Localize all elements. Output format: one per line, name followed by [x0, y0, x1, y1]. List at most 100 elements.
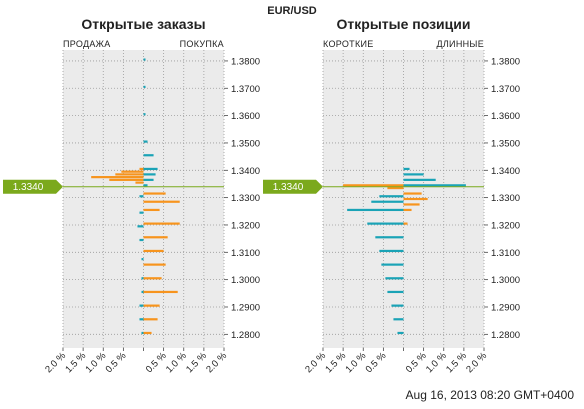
panel-2-bar-3-5 — [379, 249, 404, 253]
panel-1-ytick-1: 1.2900 — [231, 302, 260, 313]
panel-1-ytick-6: 1.3400 — [231, 166, 260, 177]
panel-1-bar-3-3 — [139, 238, 144, 242]
panel-1-xtick-1: 1.5 % — [63, 350, 88, 375]
panel-1-bar-0-4 — [109, 178, 144, 181]
panel-1-ytick-4: 1.3200 — [231, 220, 260, 231]
panel-2-ytick-1: 1.2900 — [491, 302, 520, 313]
panel-1-bar-0-2 — [115, 173, 144, 176]
panel-1-ytick-0: 1.2800 — [231, 330, 260, 341]
panel-1-background — [63, 50, 224, 348]
panel-1-bar-1-7 — [143, 178, 154, 181]
panel-2-ytick-4: 1.3200 — [491, 220, 520, 231]
panel-1-xtick-6: 1.0 % — [164, 350, 189, 375]
panel-1-bar-2-4 — [143, 236, 168, 239]
panel-2-bar-2-4 — [403, 222, 408, 225]
panel-1-bar-2-5 — [143, 249, 164, 253]
panel-1-bar-3-4 — [141, 258, 144, 261]
panel-1-bar-2-9 — [143, 304, 160, 307]
panel-1-bar-0-1 — [121, 170, 144, 173]
panel-2-ytick-6: 1.3400 — [491, 166, 520, 177]
panel-2-xtick-1: 1.5 % — [323, 350, 348, 375]
panel-2-title: Открытые позиции — [337, 16, 471, 32]
panel-2-bar-0-1 — [387, 186, 404, 190]
panel-1-bar-3-2 — [137, 225, 144, 228]
panel-2-bar-3-9 — [391, 304, 404, 307]
panel-1-price-label: 1.3340 — [13, 182, 44, 193]
panel-1-bar-1-5 — [143, 167, 158, 171]
panel-2-bar-1-0 — [403, 167, 410, 171]
panel-2-ytick-10: 1.3800 — [491, 56, 520, 67]
panel-2-xtick-3: 0.5 % — [364, 350, 389, 375]
panel-1-bar-2-2 — [143, 208, 160, 212]
panel-1-xtick-0: 2.0 % — [43, 350, 68, 375]
panel-2-ytick-3: 1.3100 — [491, 248, 520, 259]
panel-1-ytick-7: 1.3500 — [231, 138, 260, 149]
panel-2-xtick-7: 1.5 % — [444, 350, 469, 375]
panel-2-bar-3-1 — [371, 200, 404, 203]
panel-2-ytick-9: 1.3700 — [491, 84, 520, 95]
panel-2-bar-2-3 — [403, 208, 412, 212]
panel-2-bar-3-4 — [375, 236, 404, 239]
panel-1-xtick-8: 2.0 % — [204, 350, 229, 375]
panel-1-bar-3-9 — [141, 331, 144, 335]
panel-2-ytick-0: 1.2800 — [491, 330, 520, 341]
panel-1-bar-1-3 — [143, 140, 148, 143]
panel-2-bar-3-8 — [387, 290, 404, 294]
panel-2-ytick-7: 1.3500 — [491, 138, 520, 149]
panel-2-bar-3-11 — [397, 331, 404, 335]
panel-1-xtick-3: 0.5 % — [104, 350, 129, 375]
panel-1-bar-1-4 — [143, 154, 154, 157]
panel-1-bar-3-7 — [139, 304, 144, 307]
panel-2-price-label: 1.3340 — [273, 182, 304, 193]
panel-1-bar-2-10 — [143, 318, 158, 321]
panel-2-bar-0-0 — [343, 184, 404, 187]
panel-1-bar-1-8 — [143, 184, 148, 187]
panel-2-bar-3-10 — [393, 318, 404, 321]
panel-2-left-label: КОРОТКИЕ — [323, 39, 374, 49]
panel-1-bar-3-6 — [141, 290, 144, 294]
panel-1-bar-3-8 — [139, 318, 144, 321]
panel-1-ytick-3: 1.3100 — [231, 248, 260, 259]
panel-1-title: Открытые заказы — [81, 16, 205, 32]
panel-1-ytick-10: 1.3800 — [231, 56, 260, 67]
panel-1-bar-2-8 — [143, 290, 178, 294]
panel-1-bar-2-1 — [143, 200, 180, 203]
panel-2-xtick-0: 2.0 % — [303, 350, 328, 375]
panel-2-xtick-8: 2.0 % — [464, 350, 489, 375]
panel-1-xtick-2: 1.0 % — [83, 350, 108, 375]
panel-1-left-label: ПРОДАЖА — [63, 39, 111, 49]
panel-2-bar-3-7 — [385, 277, 404, 280]
panel-1-bar-1-1 — [143, 85, 146, 89]
panel-1-bar-3-5 — [141, 277, 144, 280]
panel-1-xtick-5: 0.5 % — [144, 350, 169, 375]
timestamp: Aug 16, 2013 08:20 GMT+0400 — [405, 388, 574, 402]
panel-1-bar-2-0 — [143, 192, 166, 195]
panel-1-bar-0-5 — [135, 181, 144, 184]
panel-1-bar-2-3 — [143, 222, 180, 225]
panel-2-ytick-5: 1.3300 — [491, 193, 520, 204]
panel-2-bar-2-1 — [403, 197, 428, 201]
panel-1-bar-2-6 — [143, 263, 166, 266]
panel-1-price-marker — [3, 179, 63, 194]
panel-1-bar-1-6 — [143, 173, 156, 176]
panel-2-bar-3-6 — [381, 263, 404, 266]
panel-2-price-marker — [263, 179, 323, 194]
panel-2-bar-3-0 — [379, 195, 404, 198]
panel-2-bar-1-2 — [403, 178, 436, 181]
panel-1-bar-0-3 — [91, 176, 144, 179]
chart-main-title: EUR/USD — [267, 5, 317, 17]
panel-1-bar-3-0 — [139, 195, 144, 198]
panel-2-ytick-2: 1.3000 — [491, 275, 520, 286]
panel-1-ytick-9: 1.3700 — [231, 84, 260, 95]
panel-1-bar-1-2 — [143, 113, 146, 116]
panel-1-bar-0-0 — [139, 167, 144, 171]
panel-2-xtick-6: 1.0 % — [424, 350, 449, 375]
panel-1-ytick-5: 1.3300 — [231, 193, 260, 204]
panel-2-bar-1-3 — [403, 184, 466, 187]
panel-1-xtick-7: 1.5 % — [184, 350, 209, 375]
panel-2-bar-2-2 — [403, 203, 420, 206]
panel-2-ytick-8: 1.3600 — [491, 111, 520, 122]
panel-2-xtick-5: 0.5 % — [404, 350, 429, 375]
panel-1-bar-2-11 — [143, 331, 152, 335]
panel-1-ytick-2: 1.3000 — [231, 275, 260, 286]
